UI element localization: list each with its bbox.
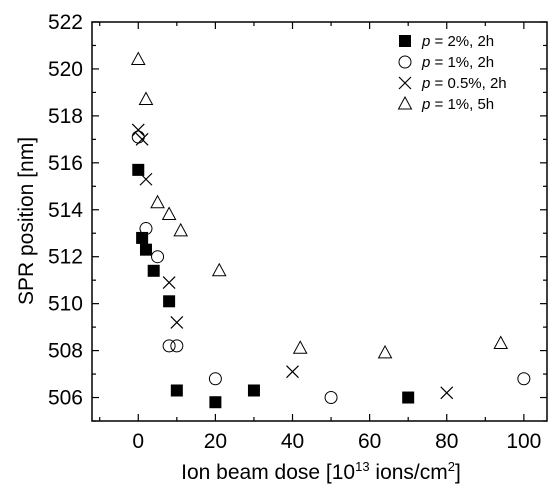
data-point-series-2 (131, 130, 145, 144)
y-tick-label: 514 (48, 199, 83, 222)
legend-marker-2 (398, 55, 412, 69)
x-tick-label: 80 (435, 430, 458, 453)
data-point-series-2 (151, 250, 165, 264)
data-markers (130, 51, 531, 409)
axis-ticks (92, 21, 547, 422)
y-tick-label: 518 (48, 105, 83, 128)
data-point-series-4 (173, 222, 189, 237)
y-tick-label: 510 (48, 293, 83, 316)
data-point-series-1 (132, 163, 145, 176)
legend-marker-3 (398, 76, 412, 90)
data-point-series-4 (377, 344, 393, 359)
y-axis-title: SPR position [nm] (15, 137, 38, 305)
data-point-series-3 (131, 123, 145, 137)
tick-labels: 0 20 40 60 80 100 506 508 510 512 514 516 518 520 522 (48, 11, 541, 453)
legend-label-4: p = 1%, 5h (421, 96, 494, 113)
legend-label-3: p = 0.5%, 2h (421, 75, 507, 92)
data-point-series-1 (170, 384, 183, 397)
x-axis-title: Ion beam dose [1013 ions/cm2] (181, 459, 461, 484)
y-tick-label: 522 (48, 11, 83, 34)
legend-label-2: p = 1%, 2h (421, 54, 494, 71)
data-point-series-2 (324, 391, 338, 405)
data-point-series-3 (139, 172, 153, 186)
data-point-series-1 (147, 264, 160, 277)
data-point-series-1 (163, 295, 176, 308)
data-point-series-2 (170, 339, 184, 353)
y-tick-label: 506 (48, 387, 83, 410)
legend-marker-1 (399, 35, 411, 47)
legend-label-1: p = 2%, 2h (421, 33, 494, 50)
data-point-series-2 (208, 372, 222, 386)
data-point-series-1 (209, 396, 222, 409)
plot-frame (91, 21, 548, 422)
legend-marker-4 (397, 95, 413, 110)
y-tick-label: 520 (48, 58, 83, 81)
data-point-series-2 (162, 339, 176, 353)
y-tick-label: 508 (48, 340, 83, 363)
data-point-series-3 (286, 365, 299, 379)
data-point-series-4 (130, 51, 146, 66)
data-point-series-1 (139, 243, 152, 256)
data-point-series-4 (292, 340, 308, 354)
y-tick-label: 516 (48, 152, 83, 175)
data-point-series-4 (211, 262, 227, 277)
y-tick-label: 512 (48, 246, 83, 269)
x-tick-label: 0 (132, 430, 144, 453)
data-point-series-4 (150, 194, 165, 209)
data-point-series-1 (247, 384, 260, 397)
data-point-series-2 (139, 222, 153, 236)
x-tick-label: 40 (281, 430, 304, 453)
legend: p = 2%, 2h p = 1%, 2h p = 0.5%, 2h p = 1%, … (397, 33, 507, 113)
data-point-series-1 (402, 391, 415, 404)
data-point-series-4 (493, 335, 509, 350)
data-point-series-4 (161, 206, 177, 220)
data-point-series-3 (162, 276, 176, 289)
data-point-series-3 (135, 132, 149, 146)
data-point-series-4 (138, 91, 154, 105)
x-tick-label: 60 (358, 430, 381, 453)
data-point-series-3 (440, 386, 454, 400)
data-point-series-3 (170, 315, 184, 329)
x-tick-label: 20 (204, 430, 227, 453)
data-point-series-2 (517, 372, 531, 386)
x-tick-label: 100 (506, 430, 541, 453)
